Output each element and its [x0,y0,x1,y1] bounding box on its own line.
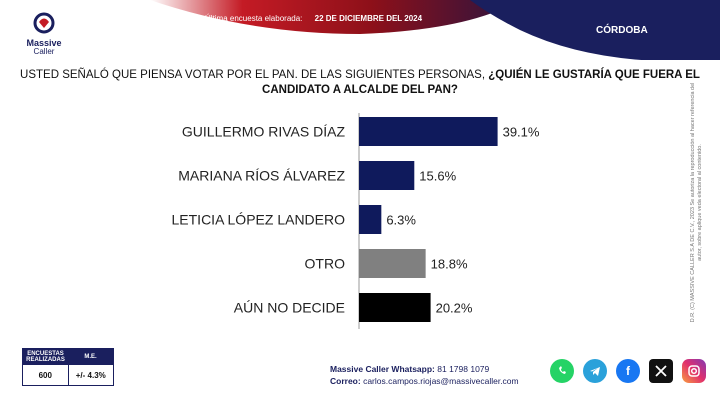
contact-info: Massive Caller Whatsapp: 81 1798 1079 Co… [330,363,519,387]
bar [359,117,498,146]
survey-label: Última encuesta elaborada: [205,14,303,23]
copyright-note: D.R. (C) MASSIVE CALLER S.A DE C.V., 202… [690,82,703,323]
survey-date-value: 22 DE DICIEMBRE DEL 2024 [314,14,423,23]
survey-date: Última encuesta elaborada: 22 DE DICIEMB… [205,14,422,23]
value-label: 20.2% [436,301,473,316]
stats-col2-header: M.E. [84,354,97,360]
value-label: 15.6% [419,169,456,184]
social-links: f [550,359,706,383]
bar-chart: GUILLERMO RIVAS DÍAZ 39.1% MARIANA RÍOS ÁL… [172,113,540,329]
header-banner [150,0,720,60]
stats-table: ENCUESTAS REALIZADAS M.E. 600 +/- 4.3% [22,348,114,386]
category-label: OTRO [305,256,346,272]
x-icon[interactable] [649,359,673,383]
whatsapp-icon[interactable] [550,359,574,383]
category-label: MARIANA RÍOS ÁLVAREZ [178,168,345,184]
whatsapp-label: Massive Caller Whatsapp: [330,364,435,374]
stats-col1-header: ENCUESTAS REALIZADAS [26,351,65,363]
stats-col1-value: 600 [38,370,52,380]
brand-logo: Massive Caller [22,12,66,56]
question-text: USTED SEÑALÓ QUE PIENSA VOTAR POR EL PAN… [20,68,700,98]
bar [359,293,431,322]
category-label: GUILLERMO RIVAS DÍAZ [182,124,346,140]
stats-col2-value: +/- 4.3% [67,365,114,385]
question-part1: USTED SEÑALÓ QUE PIENSA VOTAR POR EL PAN… [20,69,489,81]
telegram-icon[interactable] [583,359,607,383]
facebook-icon[interactable]: f [616,359,640,383]
bar [359,161,415,190]
category-label: AÚN NO DECIDE [234,300,345,316]
brand-sub: Caller [33,47,55,56]
bar [359,205,382,234]
value-label: 18.8% [431,257,468,272]
brand-name: Massive [26,38,62,48]
value-label: 39.1% [503,125,540,140]
bar [359,249,426,278]
value-label: 6.3% [386,213,416,228]
logo-icon [33,12,55,34]
email-address[interactable]: carlos.campos.riojas@massivecaller.com [363,376,519,386]
instagram-icon[interactable] [682,359,706,383]
email-label: Correo: [330,376,361,386]
question-part2: ¿QUIÉN LE GUSTARÍA QUE FUERA EL CANDIDAT… [262,69,700,96]
region-label: CÓRDOBA [596,25,648,36]
category-label: LETICIA LÓPEZ LANDERO [172,212,346,228]
whatsapp-number: 81 1798 1079 [437,364,490,374]
